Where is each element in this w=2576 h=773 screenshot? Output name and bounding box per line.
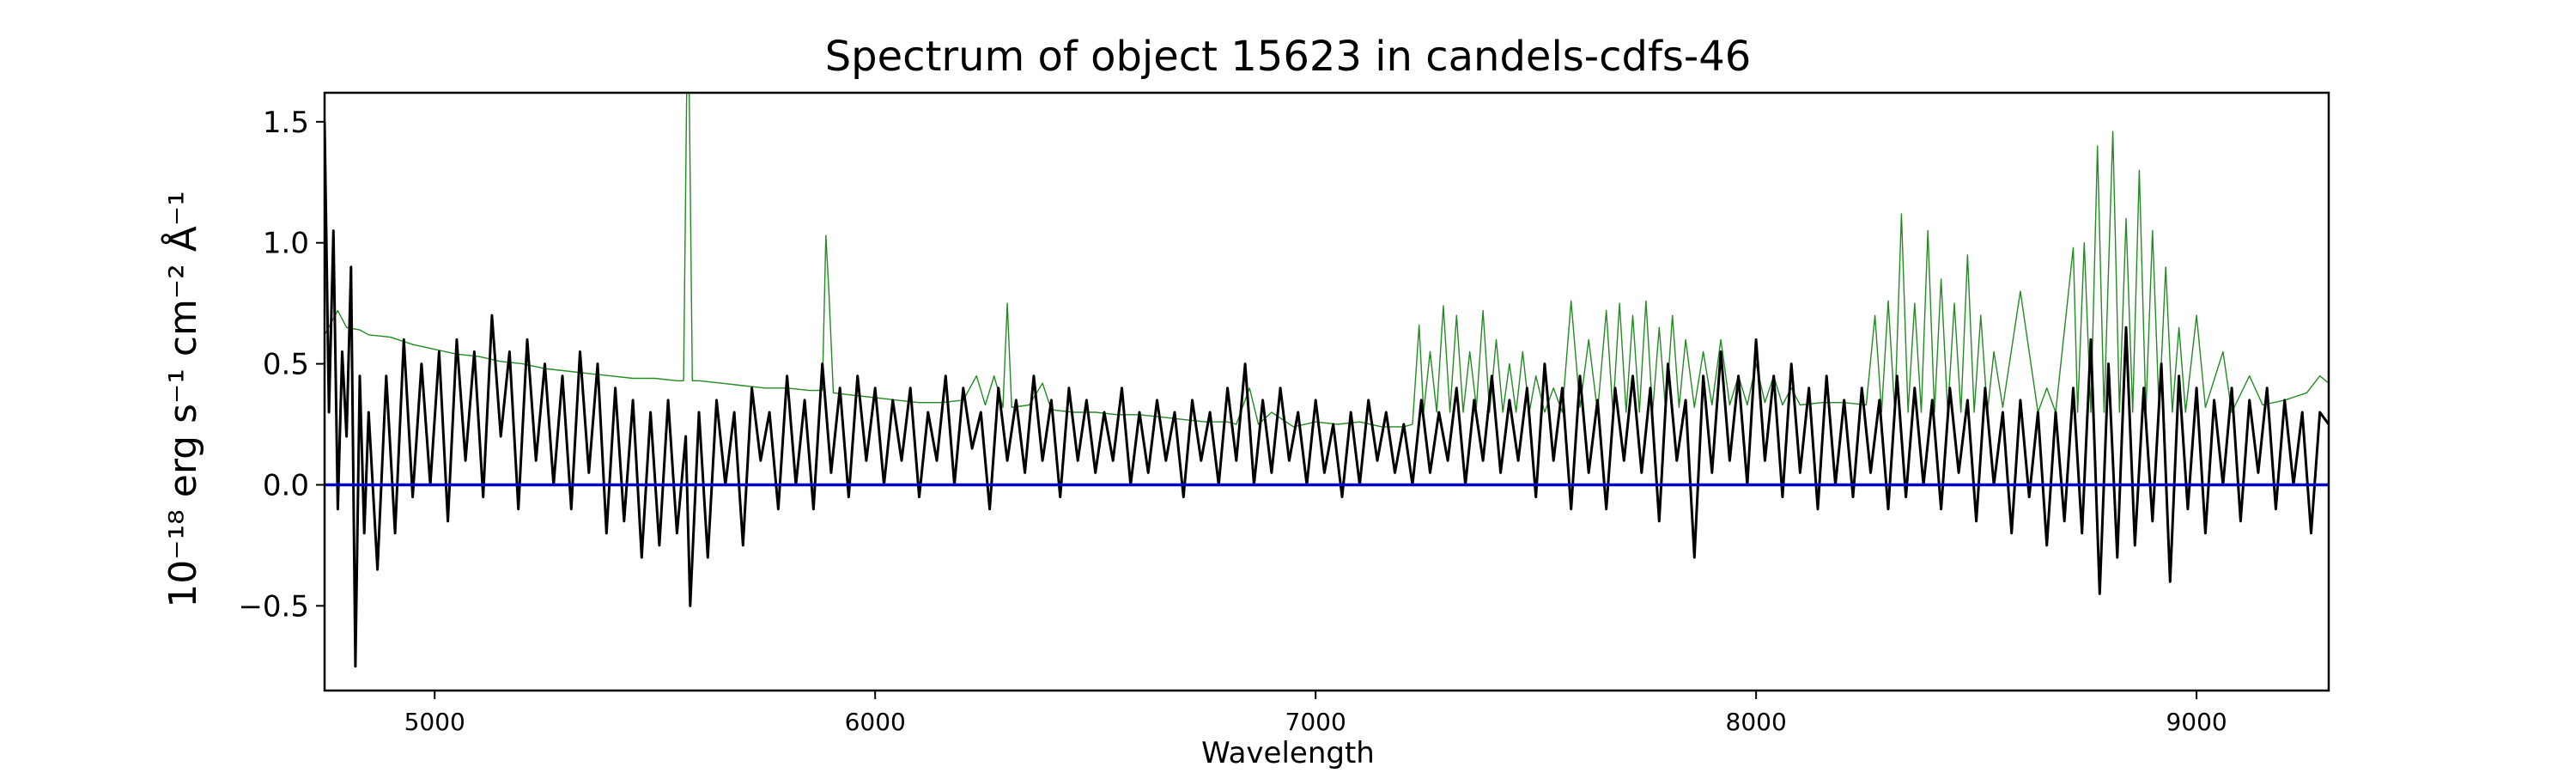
x-tick-label: 5000 xyxy=(404,708,465,736)
x-tick-label: 6000 xyxy=(845,708,906,736)
flux-series-line xyxy=(325,121,2329,668)
x-tick-label: 8000 xyxy=(1726,708,1787,736)
plot-area: −0.5 0.0 0.5 1.0 1.5 5000 6000 7000 8000 9000 xyxy=(238,91,2330,736)
x-tick-label: 7000 xyxy=(1285,708,1346,736)
plot-frame xyxy=(323,91,2330,692)
model-series-line xyxy=(325,93,2329,428)
y-axis-label: 10⁻¹⁸ erg s⁻¹ cm⁻² Å⁻¹ xyxy=(160,191,205,607)
y-tick-label: 0.5 xyxy=(263,348,309,382)
x-axis-label: Wavelength xyxy=(1201,736,1375,770)
y-tick-label: 1.0 xyxy=(263,227,309,261)
y-tick-label: 0.0 xyxy=(263,468,309,502)
x-tick-label: 9000 xyxy=(2166,708,2227,736)
y-tick-label: −0.5 xyxy=(238,589,309,624)
y-tick-label: 1.5 xyxy=(263,106,309,140)
chart-title: Spectrum of object 15623 in candels-cdfs… xyxy=(825,33,1752,81)
